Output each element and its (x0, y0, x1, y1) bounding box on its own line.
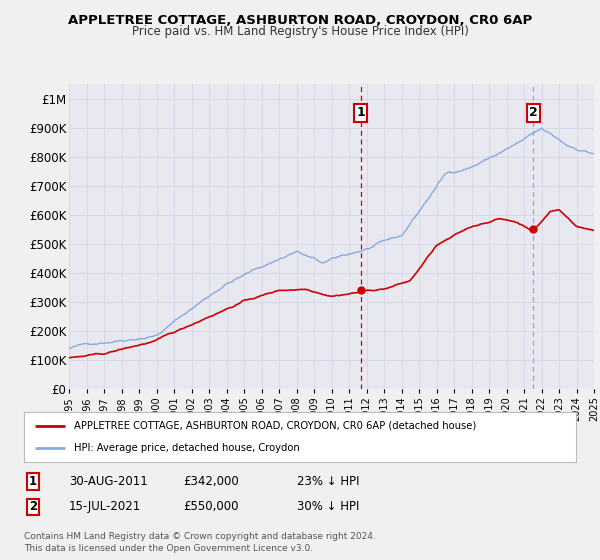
Text: 1: 1 (29, 475, 37, 488)
Text: £342,000: £342,000 (183, 475, 239, 488)
Text: 2: 2 (29, 500, 37, 514)
Text: APPLETREE COTTAGE, ASHBURTON ROAD, CROYDON, CR0 6AP: APPLETREE COTTAGE, ASHBURTON ROAD, CROYD… (68, 14, 532, 27)
Text: APPLETREE COTTAGE, ASHBURTON ROAD, CROYDON, CR0 6AP (detached house): APPLETREE COTTAGE, ASHBURTON ROAD, CROYD… (74, 421, 476, 431)
Text: £550,000: £550,000 (183, 500, 239, 514)
Text: 30% ↓ HPI: 30% ↓ HPI (297, 500, 359, 514)
Text: Contains HM Land Registry data © Crown copyright and database right 2024.
This d: Contains HM Land Registry data © Crown c… (24, 532, 376, 553)
Text: 23% ↓ HPI: 23% ↓ HPI (297, 475, 359, 488)
Text: Price paid vs. HM Land Registry's House Price Index (HPI): Price paid vs. HM Land Registry's House … (131, 25, 469, 38)
Text: 1: 1 (356, 106, 365, 119)
Text: 15-JUL-2021: 15-JUL-2021 (69, 500, 141, 514)
Text: 2: 2 (529, 106, 538, 119)
Text: 30-AUG-2011: 30-AUG-2011 (69, 475, 148, 488)
Text: HPI: Average price, detached house, Croydon: HPI: Average price, detached house, Croy… (74, 443, 299, 453)
